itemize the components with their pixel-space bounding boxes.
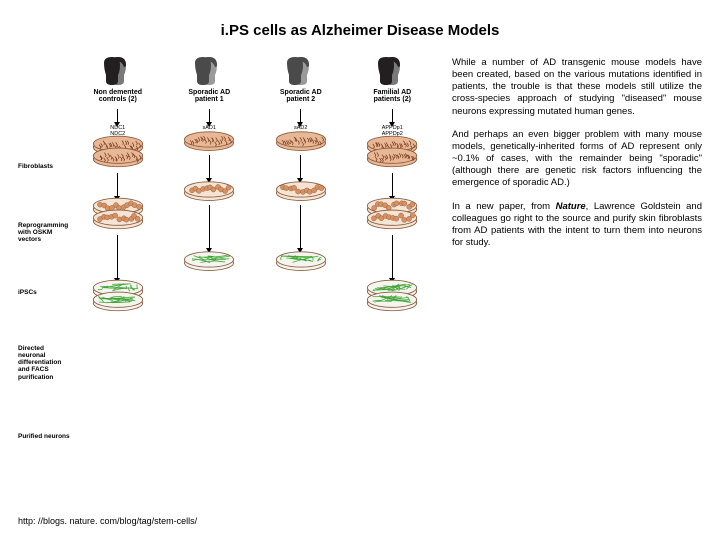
arrow-icon	[117, 109, 118, 123]
diagram-column-3: APPDp1APPDp2	[347, 57, 439, 447]
footer-url: http: //blogs. nature. com/blog/tag/stem…	[18, 516, 197, 526]
arrow-icon	[392, 173, 393, 197]
neuron-dish-icon	[361, 281, 423, 315]
arrow-icon	[209, 205, 210, 249]
diagram-column-2: sAD2	[255, 57, 347, 447]
arrow-icon	[300, 155, 301, 179]
arrow-icon	[209, 109, 210, 123]
content-area: Fibroblasts Reprogramming with OSKM vect…	[0, 39, 720, 447]
page-title: i.PS cells as Alzheimer Disease Models	[0, 0, 720, 39]
fibroblast-dish-icon	[361, 137, 423, 171]
row-label-fibroblasts: Fibroblasts	[18, 163, 72, 170]
row-label-neurons: Purified neurons	[18, 433, 72, 440]
ipsc-dish-icon	[178, 181, 240, 203]
patient-head-icon	[189, 57, 229, 89]
fibroblast-dish-icon	[178, 131, 240, 153]
workflow-diagram: Fibroblasts Reprogramming with OSKM vect…	[18, 57, 438, 447]
row-label-reprogram: Reprogramming with OSKM vectors	[18, 222, 72, 243]
diagram-column-1: sAD1	[164, 57, 256, 447]
paragraph-0: While a number of AD transgenic mouse mo…	[452, 57, 702, 118]
arrow-icon	[300, 109, 301, 123]
arrow-icon	[300, 205, 301, 249]
arrow-icon	[392, 235, 393, 279]
arrow-icon	[117, 173, 118, 197]
neuron-dish-icon	[87, 281, 149, 315]
patient-head-icon	[281, 57, 321, 89]
patient-head-icon	[372, 57, 412, 89]
arrow-icon	[392, 109, 393, 123]
arrow-icon	[117, 235, 118, 279]
patient-head-icon	[98, 57, 138, 89]
neuron-dish-icon	[178, 251, 240, 273]
ipsc-dish-icon	[270, 181, 332, 203]
fibroblast-dish-icon	[87, 137, 149, 171]
row-label-diff: Directed neuronal differentiation and FA…	[18, 345, 72, 381]
diagram-grid: NDC1NDC2	[72, 57, 438, 447]
arrow-icon	[209, 155, 210, 179]
row-label-ipscs: iPSCs	[18, 289, 72, 296]
fibroblast-dish-icon	[270, 131, 332, 153]
paragraph-1: And perhaps an even bigger problem with …	[452, 129, 702, 190]
ipsc-dish-icon	[361, 199, 423, 233]
ipsc-dish-icon	[87, 199, 149, 233]
diagram-column-0: NDC1NDC2	[72, 57, 164, 447]
paragraph-2: In a new paper, from Nature, Lawrence Go…	[452, 201, 702, 250]
text-column: While a number of AD transgenic mouse mo…	[452, 57, 702, 447]
neuron-dish-icon	[270, 251, 332, 273]
